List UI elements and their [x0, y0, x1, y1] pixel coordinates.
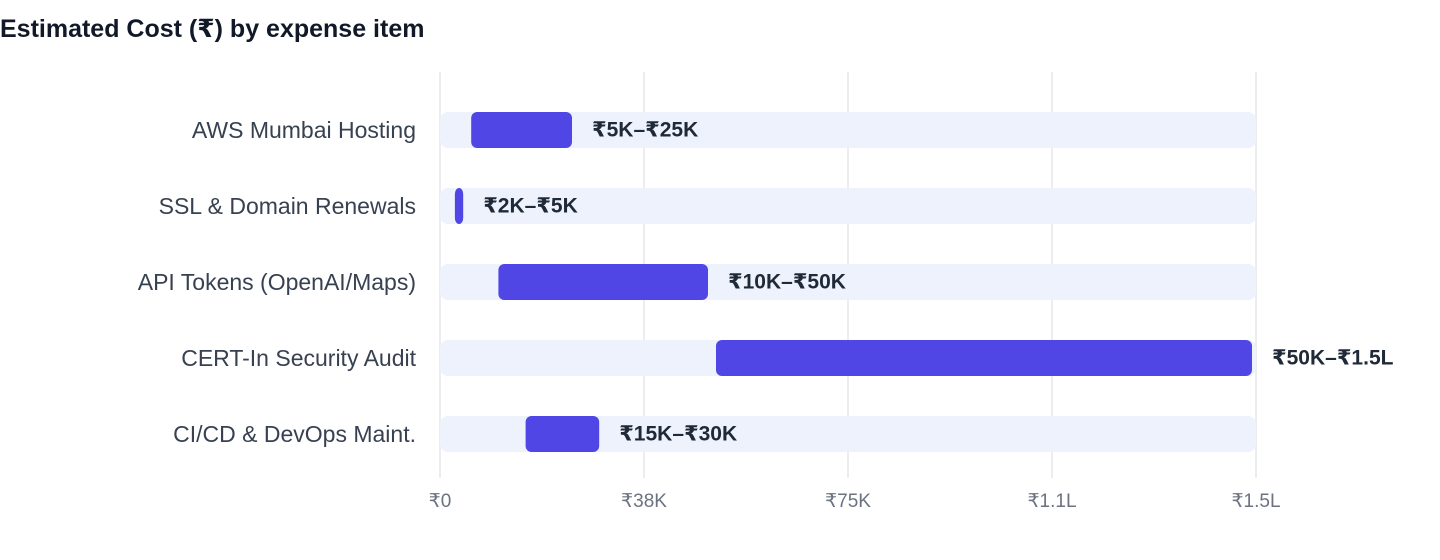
data-label-3: ₹50K–₹1.5L	[1272, 347, 1394, 370]
bar-range-0	[471, 112, 572, 148]
data-label-1: ₹2K–₹5K	[483, 195, 578, 218]
bar-track-1	[440, 188, 1256, 224]
data-label-0: ₹5K–₹25K	[592, 119, 698, 142]
bar-range-4	[525, 416, 600, 452]
x-tick-label-1: ₹38K	[621, 491, 667, 512]
bar-track-0	[440, 112, 1256, 148]
bar-range-2	[498, 264, 708, 300]
x-tick-label-2: ₹75K	[825, 491, 871, 512]
x-tick-label-3: ₹1.1L	[1027, 491, 1076, 512]
category-label-3: CERT-In Security Audit	[181, 345, 416, 371]
category-label-2: API Tokens (OpenAI/Maps)	[138, 269, 416, 295]
chart-title: Estimated Cost (₹) by expense item	[0, 15, 425, 43]
bar-range-1	[454, 188, 464, 224]
category-label-1: SSL & Domain Renewals	[159, 193, 416, 219]
x-tick-label-0: ₹0	[429, 491, 452, 512]
x-tick-label-4: ₹1.5L	[1231, 491, 1280, 512]
bar-track-4	[440, 416, 1256, 452]
data-label-2: ₹10K–₹50K	[728, 271, 846, 294]
bar-range-3	[716, 340, 1252, 376]
category-label-0: AWS Mumbai Hosting	[192, 117, 416, 143]
category-label-4: CI/CD & DevOps Maint.	[173, 421, 416, 447]
data-label-4: ₹15K–₹30K	[619, 423, 737, 446]
